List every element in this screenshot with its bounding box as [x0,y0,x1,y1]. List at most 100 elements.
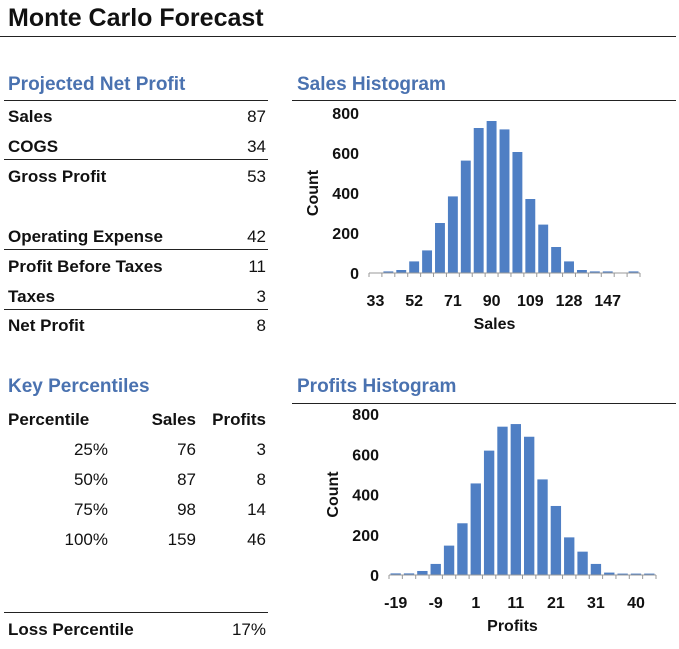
histogram-bar [390,573,401,575]
x-tick-label: 1 [471,595,480,612]
histogram-bar [577,551,588,575]
key-percentiles-heading: Key Percentiles [8,376,150,397]
sales-cell: 159 [167,530,196,549]
page-title: Monte Carlo Forecast [8,4,264,32]
x-tick-label: 11 [507,595,524,612]
x-axis-label: Profits [487,618,538,635]
row-label: Profit Before Taxes [8,257,163,276]
row-label: Operating Expense [8,227,163,246]
y-tick-label: 600 [332,146,359,163]
histogram-bar [430,563,441,575]
x-tick-label: -9 [429,595,443,612]
histogram-bar [604,572,615,575]
x-tick-label: 71 [444,293,462,310]
histogram-bar [499,129,510,273]
row-label: Sales [8,107,53,126]
histogram-bar [447,196,458,273]
histogram-bar [590,563,602,575]
histogram-bar [403,573,415,575]
histogram-bar [589,271,600,273]
row-value: 42 [247,227,266,246]
histogram-bar [483,450,495,575]
row-net-profit: Net Profit 8 [8,313,266,339]
histogram-bar [644,573,655,575]
sales-cell: 98 [177,500,196,519]
loss-percentile-value: 17% [231,620,266,639]
y-tick-label: 600 [352,447,379,464]
row-operating-expense: Operating Expense 42 [8,224,266,250]
row-label: COGS [8,137,59,156]
sales-histogram-title: Sales Histogram [297,74,446,95]
row-taxes: Taxes 3 [8,284,266,310]
histogram-bar [460,160,471,273]
y-tick-label: 200 [352,528,379,545]
divider [4,159,268,160]
y-tick-label: 400 [332,186,359,203]
divider [4,249,268,250]
histogram-bar [551,247,562,273]
histogram-bar [537,479,548,575]
row-value: 53 [247,167,266,186]
histogram-bar [486,121,497,273]
row-value: 34 [247,137,266,156]
profits-histogram-title: Profits Histogram [297,376,457,397]
row-value: 87 [247,107,266,126]
profits-cell: 14 [247,500,266,519]
percentile-cell: 100% [64,530,108,549]
histogram-bar [457,523,468,575]
header-sales: Sales [151,410,196,429]
histogram-bar [443,545,455,575]
histogram-bar [564,261,574,273]
y-tick-label: 0 [370,568,379,585]
sales-histogram-chart: 0 200 400 600 800 33 52 71 90 109 128 147 Sales Count [305,106,641,333]
histogram-bar [512,152,523,273]
histogram-bar [473,128,484,273]
y-axis-label: Count [325,471,342,518]
row-label: Gross Profit [8,167,107,186]
y-axis-label: Count [305,169,322,216]
histogram-bar [602,271,613,273]
divider [292,100,676,101]
sales-cell: 76 [177,440,196,459]
divider [292,403,676,404]
histogram-bar [550,505,562,575]
histogram-bar [576,270,587,273]
y-tick-label: 200 [332,226,359,243]
x-tick-label: 33 [367,293,385,310]
row-cogs: COGS 34 [8,134,266,160]
row-value: 8 [256,316,266,335]
x-tick-label: 90 [483,293,501,310]
x-axis-label: Sales [474,316,516,333]
sales-cell: 87 [177,470,196,489]
row-label: Taxes [8,287,55,306]
histogram-bar [470,483,481,575]
y-tick-label: 0 [350,266,359,283]
percentile-cell: 75% [73,500,108,519]
y-tick-label: 800 [332,106,359,123]
x-tick-label: 40 [627,595,645,612]
profits-cell: 46 [247,530,266,549]
histogram-bar [630,573,642,575]
histogram-bar [510,424,521,575]
loss-percentile-label: Loss Percentile [8,620,134,639]
x-tick-label: 128 [556,293,583,310]
histogram-bar [538,224,549,273]
percentile-cell: 50% [73,470,108,489]
row-gross-profit: Gross Profit 53 [8,164,266,190]
title-divider [0,36,676,37]
histogram-bar [497,426,508,575]
divider [4,100,268,101]
x-tick-label: 21 [547,595,565,612]
header-profits: Profits [212,410,266,429]
histogram-bar [524,436,535,575]
x-tick-label: -19 [384,595,407,612]
x-tick-label: 147 [594,293,621,310]
histogram-bar [409,261,420,273]
y-tick-label: 800 [352,407,379,424]
histogram-bar [564,537,575,575]
histogram-bar [396,270,407,273]
projected-net-profit-heading: Projected Net Profit [8,74,186,95]
header-percentile: Percentile [8,410,90,429]
